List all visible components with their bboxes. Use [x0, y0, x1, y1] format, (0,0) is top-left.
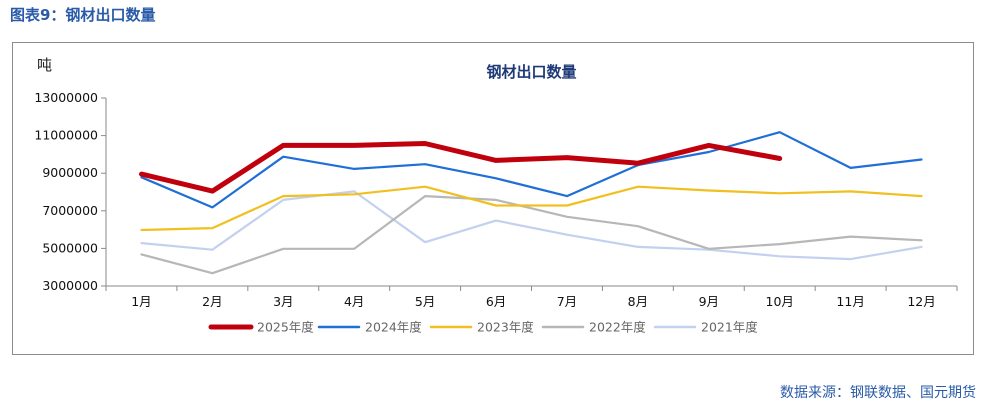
x-tick-label: 2月	[202, 294, 222, 309]
chart-title: 钢材出口数量	[486, 63, 576, 81]
figure-title: 图表9：钢材出口数量	[10, 6, 156, 24]
x-tick-label: 7月	[557, 294, 577, 309]
legend-label: 2025年度	[257, 320, 314, 335]
series-line-2022年度	[140, 195, 923, 275]
y-tick-label: 13000000	[34, 90, 98, 105]
x-tick-label: 6月	[486, 294, 506, 309]
chart-frame: 钢材出口数量 吨 3000000 5000000 7000000 9000000 11000…	[12, 42, 974, 355]
legend-label: 2022年度	[589, 320, 646, 335]
y-tick-label: 7000000	[42, 203, 98, 218]
source-note: 数据来源：钢联数据、国元期货	[780, 385, 976, 401]
x-tick-label: 12月	[907, 294, 935, 309]
x-tick-label: 4月	[344, 294, 364, 309]
legend-label: 2021年度	[701, 320, 758, 335]
x-tick-label: 11月	[836, 294, 864, 309]
y-tick-label: 5000000	[42, 240, 98, 255]
x-tick-label: 5月	[415, 294, 435, 309]
legend-label: 2023年度	[477, 320, 534, 335]
x-tick-label: 10月	[766, 294, 794, 309]
series-line-2024年度	[140, 131, 923, 209]
series-line-2023年度	[140, 185, 923, 232]
x-tick-label: 1月	[131, 294, 151, 309]
series-line-2021年度	[140, 190, 923, 261]
x-tick-label: 3月	[273, 294, 293, 309]
y-tick-label: 11000000	[34, 128, 98, 143]
legend-label: 2024年度	[365, 320, 422, 335]
series-line-2025年度	[139, 141, 783, 194]
y-tick-label: 3000000	[42, 278, 98, 293]
y-axis-label: 吨	[37, 56, 52, 74]
x-tick-label: 8月	[628, 294, 648, 309]
y-tick-label: 9000000	[42, 165, 98, 180]
line-chart: 钢材出口数量 吨 3000000 5000000 7000000 9000000 11000…	[34, 56, 958, 335]
x-tick-label: 9月	[699, 294, 719, 309]
